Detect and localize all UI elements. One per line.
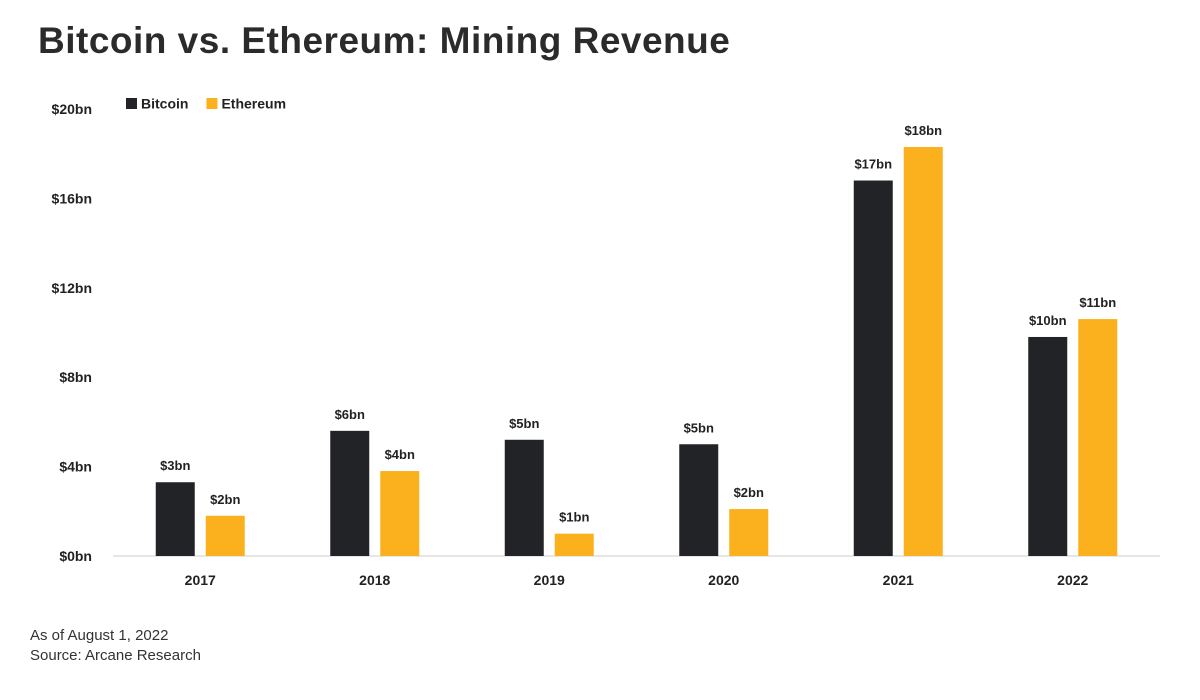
x-tick-label: 2022 <box>1057 572 1088 588</box>
x-tick-label: 2021 <box>883 572 914 588</box>
y-tick-label: $0bn <box>59 548 92 564</box>
bar-ethereum-2018 <box>380 471 420 556</box>
y-tick-label: $12bn <box>52 280 92 296</box>
data-label: $5bn <box>509 416 539 431</box>
bar-bitcoin-2017 <box>155 482 195 556</box>
data-label: $1bn <box>559 510 589 525</box>
data-label: $2bn <box>210 492 240 507</box>
y-tick-label: $4bn <box>59 459 92 475</box>
bar-bitcoin-2022 <box>1028 336 1068 556</box>
x-tick-label: 2017 <box>185 572 216 588</box>
legend-swatch-ethereum <box>206 98 218 109</box>
bar-ethereum-2022 <box>1078 319 1118 556</box>
bar-bitcoin-2018 <box>330 430 370 556</box>
y-tick-label: $16bn <box>52 190 92 206</box>
y-tick-label: $8bn <box>59 369 92 385</box>
data-label: $2bn <box>734 485 764 500</box>
data-label: $17bn <box>854 157 892 172</box>
bar-ethereum-2019 <box>554 533 594 556</box>
bar-bitcoin-2019 <box>504 439 544 556</box>
data-label: $3bn <box>160 458 190 473</box>
data-label: $10bn <box>1029 313 1067 328</box>
footnote: As of August 1, 2022 Source: Arcane Rese… <box>30 626 201 666</box>
x-tick-label: 2020 <box>708 572 739 588</box>
bar-bitcoin-2021 <box>853 180 893 556</box>
legend-swatch-bitcoin <box>126 98 137 109</box>
bar-bitcoin-2020 <box>679 444 719 556</box>
data-label: $11bn <box>1079 295 1116 310</box>
x-tick-label: 2019 <box>534 572 565 588</box>
data-label: $4bn <box>385 447 415 462</box>
source-note: Source: Arcane Research <box>30 647 201 664</box>
data-label: $6bn <box>335 407 365 422</box>
date-note: As of August 1, 2022 <box>30 627 169 644</box>
legend-label: Ethereum <box>221 96 286 112</box>
x-tick-label: 2018 <box>359 572 390 588</box>
bar-ethereum-2020 <box>729 509 769 556</box>
data-label: $5bn <box>684 420 714 435</box>
chart-title: Bitcoin vs. Ethereum: Mining Revenue <box>38 20 731 61</box>
data-label: $18bn <box>904 123 942 138</box>
bar-ethereum-2017 <box>205 515 245 556</box>
bar-ethereum-2021 <box>903 146 943 556</box>
y-tick-label: $20bn <box>52 101 92 117</box>
legend-label: Bitcoin <box>141 96 188 112</box>
